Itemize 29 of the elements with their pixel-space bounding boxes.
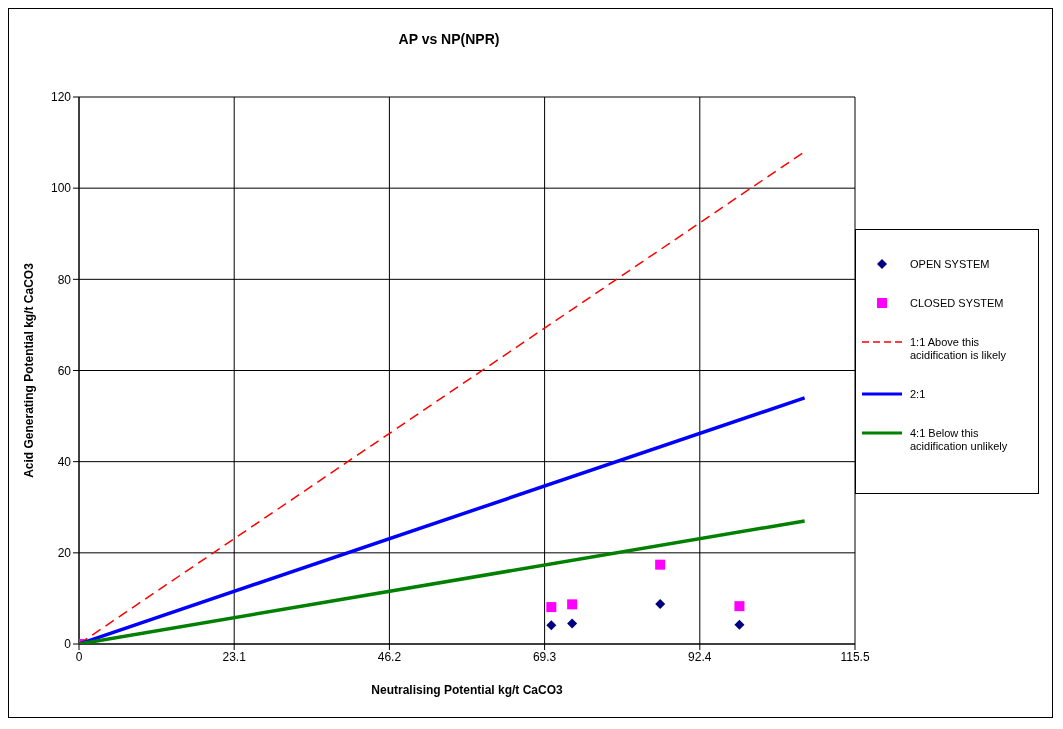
point [546, 602, 557, 613]
point [567, 599, 578, 610]
x-tick-label: 69.3 [532, 649, 557, 664]
point [567, 618, 578, 629]
y-tick-label: 100 [50, 181, 72, 196]
y-tick-label: 80 [57, 272, 72, 287]
legend-label: 4:1 Below this acidification unlikely [910, 427, 1009, 453]
y-tick-label: 20 [57, 546, 72, 561]
point [546, 620, 557, 631]
point [655, 598, 666, 609]
y-tick-label: 120 [50, 90, 72, 105]
legend-label: OPEN SYSTEM [910, 258, 991, 271]
y-axis-title: Acid Generating Potential kg/t CaCO3 [22, 262, 37, 478]
legend-label: CLOSED SYSTEM [910, 297, 1005, 310]
x-axis-title: Neutralising Potential kg/t CaCO3 [371, 683, 564, 697]
point [734, 619, 745, 630]
x-tick-label: 23.1 [222, 649, 247, 664]
legend-label: 1:1 Above this acidification is likely [910, 336, 1007, 362]
legend-label: 2:1 [910, 388, 927, 401]
x-tick-label: 46.2 [377, 649, 402, 664]
point [655, 559, 666, 570]
point [734, 601, 745, 612]
x-tick-label: 0 [75, 649, 83, 664]
y-tick-label: 60 [57, 363, 72, 378]
x-tick-label: 115.5 [840, 649, 870, 664]
chart-title: AP vs NP(NPR) [397, 31, 501, 47]
x-tick-label: 92.4 [688, 649, 712, 664]
y-tick-label: 40 [57, 454, 72, 469]
y-tick-label: 0 [64, 637, 72, 652]
